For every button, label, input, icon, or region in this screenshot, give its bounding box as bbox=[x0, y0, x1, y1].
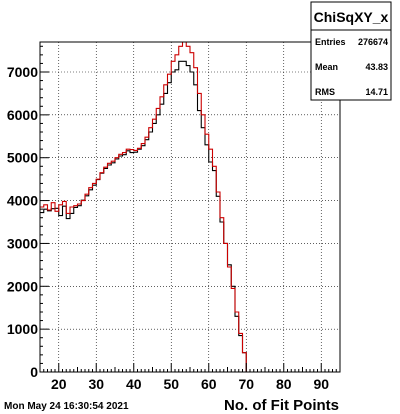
x-tick-label: 20 bbox=[51, 376, 67, 392]
y-tick-label: 0 bbox=[30, 364, 38, 380]
x-tick-label: 90 bbox=[313, 376, 329, 392]
plot-frame bbox=[39, 41, 341, 373]
x-tick-label: 40 bbox=[126, 376, 142, 392]
x-tick-label: 50 bbox=[163, 376, 179, 392]
y-tick-label: 5000 bbox=[7, 150, 38, 166]
series-layer bbox=[40, 41, 340, 373]
stats-entries-label: Entries bbox=[315, 37, 346, 47]
y-tick-label: 2000 bbox=[7, 278, 38, 294]
stats-box: ChiSqXY_x Entries 276674 Mean 43.83 RMS … bbox=[310, 1, 392, 101]
y-tick-label: 6000 bbox=[7, 107, 38, 123]
histogram-series-1 bbox=[40, 60, 340, 373]
y-tick-label: 7000 bbox=[7, 64, 38, 80]
y-tick-label: 3000 bbox=[7, 235, 38, 251]
stats-rms-value: 14.71 bbox=[365, 87, 388, 97]
x-tick-label: 80 bbox=[276, 376, 292, 392]
y-tick-label: 4000 bbox=[7, 193, 38, 209]
stats-mean-value: 43.83 bbox=[365, 62, 388, 72]
histogram-series-2 bbox=[40, 41, 340, 373]
stats-box-title: ChiSqXY_x bbox=[314, 9, 389, 25]
ticks bbox=[39, 45, 341, 373]
stats-mean-label: Mean bbox=[315, 62, 338, 72]
x-axis-title: No. of Fit Points bbox=[224, 397, 339, 414]
x-tick-label: 60 bbox=[201, 376, 217, 392]
y-tick-label: 1000 bbox=[7, 321, 38, 337]
grid bbox=[40, 42, 340, 372]
stats-entries-value: 276674 bbox=[358, 37, 388, 47]
stats-rms-label: RMS bbox=[315, 87, 335, 97]
tick-labels: 20 30 40 50 60 70 80 90 0 1000 2000 3000 4000 5000 600… bbox=[7, 64, 329, 392]
stats-box-frame bbox=[310, 1, 392, 101]
x-tick-label: 30 bbox=[88, 376, 104, 392]
timestamp: Mon May 24 16:30:54 2021 bbox=[4, 401, 129, 412]
x-tick-label: 70 bbox=[238, 376, 254, 392]
